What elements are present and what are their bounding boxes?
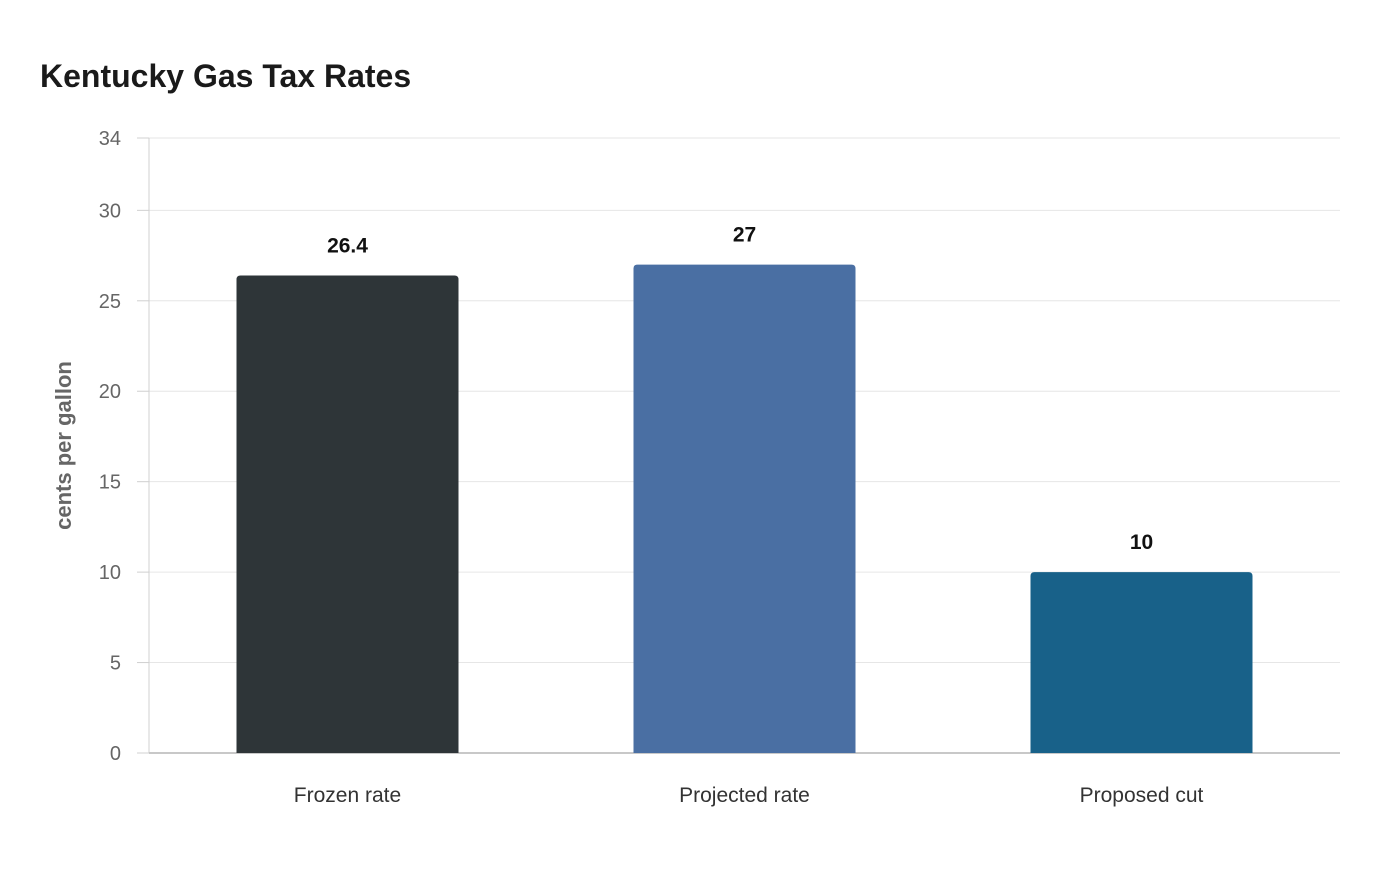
y-tick-label: 15 (99, 472, 121, 494)
y-axis-title: cents per gallon (51, 361, 76, 530)
bar-proposed-cut (1030, 572, 1253, 753)
bar-projected-rate (633, 264, 856, 753)
data-label: 27 (733, 224, 756, 247)
y-tick-label: 34 (99, 128, 121, 150)
labels: 0 5 10 15 20 25 30 34 26.4 Frozen rate 27 Projected… (99, 128, 1204, 807)
y-tick-label: 20 (99, 381, 121, 403)
y-tick-label: 10 (99, 562, 121, 584)
y-tick-label: 25 (99, 291, 121, 313)
bars (236, 264, 1253, 753)
x-category-label: Proposed cut (1080, 784, 1204, 807)
y-tick-label: 30 (99, 200, 121, 222)
x-category-label: Projected rate (679, 784, 810, 807)
y-tick-label: 5 (110, 653, 121, 675)
bar-frozen-rate (236, 275, 459, 753)
data-label: 26.4 (327, 234, 368, 257)
x-category-label: Frozen rate (294, 784, 401, 807)
y-tick-label: 0 (110, 743, 121, 765)
data-label: 10 (1130, 531, 1153, 554)
chart-title: Kentucky Gas Tax Rates (40, 58, 412, 94)
